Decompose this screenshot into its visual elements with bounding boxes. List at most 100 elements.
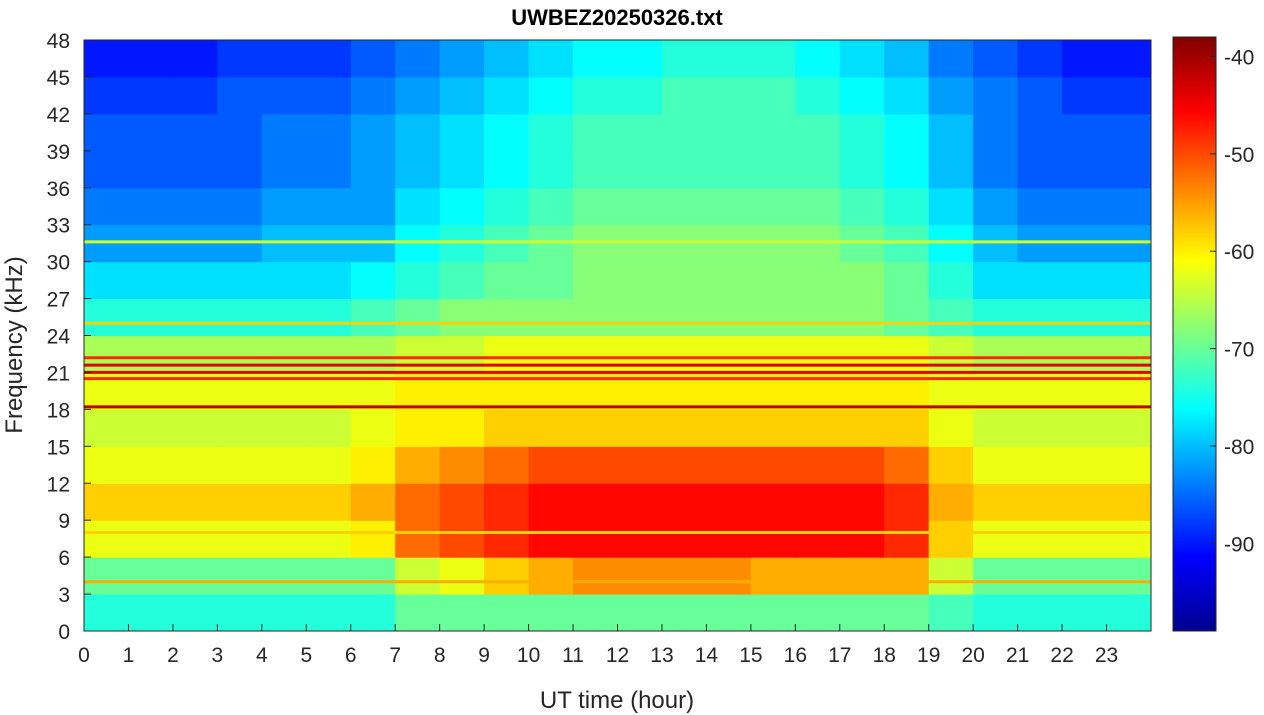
- x-tick-label: 19: [917, 644, 940, 667]
- heatmap-cell: [350, 261, 396, 300]
- heatmap-cell: [528, 520, 574, 558]
- heatmap-cell: [617, 150, 663, 189]
- heatmap-cell: [84, 40, 130, 78]
- heatmap-cell: [439, 335, 485, 373]
- heatmap-cell: [884, 557, 930, 595]
- heatmap-cell: [617, 335, 663, 373]
- heatmap-cell: [662, 483, 708, 521]
- heatmap-cell: [884, 298, 930, 337]
- heatmap-cell: [973, 520, 1019, 558]
- heatmap-cell: [1062, 150, 1108, 189]
- heatmap-cell: [350, 224, 396, 263]
- heatmap-cell: [128, 298, 174, 337]
- y-tick-label: 3: [58, 584, 70, 607]
- heatmap-cell: [706, 150, 752, 189]
- heatmap-cell: [750, 224, 796, 263]
- x-tick-label: 15: [739, 644, 762, 667]
- heatmap-cell: [1062, 76, 1108, 115]
- x-tick-label: 8: [434, 644, 446, 667]
- heatmap-cell: [839, 594, 885, 631]
- heatmap-cell: [928, 187, 974, 226]
- heatmap-cell: [306, 40, 352, 78]
- heatmap-cell: [973, 446, 1019, 484]
- heatmap-cell: [1106, 40, 1151, 78]
- heatmap-cell: [528, 298, 574, 337]
- heatmap-cell: [484, 520, 530, 558]
- heatmap-cell: [617, 298, 663, 337]
- heatmap-cell: [306, 298, 352, 337]
- heatmap-cell: [1062, 409, 1108, 447]
- heatmap-cell: [528, 446, 574, 484]
- heatmap-cell: [84, 298, 130, 337]
- heatmap-cell: [306, 224, 352, 263]
- heatmap-cell: [750, 150, 796, 189]
- heatmap-cell: [795, 187, 841, 226]
- heatmap-cell: [750, 594, 796, 631]
- heatmap-cell: [973, 483, 1019, 521]
- heatmap-cell: [1106, 557, 1151, 595]
- heatmap-cell: [395, 483, 441, 521]
- heatmap-cell: [439, 520, 485, 558]
- y-tick-label: 12: [47, 473, 70, 496]
- x-tick-label: 7: [389, 644, 401, 667]
- y-tick-label: 42: [47, 104, 70, 127]
- heatmap-cell: [172, 40, 218, 78]
- x-tick-label: 17: [828, 644, 851, 667]
- heatmap-cell: [128, 224, 174, 263]
- heatmap-cell: [706, 187, 752, 226]
- heatmap-cell: [617, 187, 663, 226]
- heatmap-cell: [261, 76, 307, 115]
- heatmap-cell: [261, 261, 307, 300]
- heatmap-cell: [1017, 520, 1063, 558]
- heatmap-cell: [306, 483, 352, 521]
- heatmap-cell: [839, 557, 885, 595]
- heatmap-cell: [306, 187, 352, 226]
- heatmap-cell: [84, 409, 130, 447]
- heatmap-cell: [750, 335, 796, 373]
- heatmap-cell: [1106, 594, 1151, 631]
- heatmap-cell: [484, 40, 530, 78]
- heatmap-cell: [662, 187, 708, 226]
- heatmap-cell: [973, 150, 1019, 189]
- heatmap-cell: [261, 409, 307, 447]
- heatmap-cell: [1017, 594, 1063, 631]
- heatmap-cell: [795, 409, 841, 447]
- heatmap-cell: [439, 40, 485, 78]
- heatmap-cell: [84, 446, 130, 484]
- heatmap-cell: [395, 150, 441, 189]
- heatmap-cell: [528, 483, 574, 521]
- heatmap-cell: [395, 594, 441, 631]
- heatmap-cell: [706, 40, 752, 78]
- heatmap-cell: [217, 557, 263, 595]
- heatmap-cell: [172, 594, 218, 631]
- heatmap-cell: [928, 261, 974, 300]
- x-tick-label: 1: [123, 644, 135, 667]
- heatmap-cell: [128, 113, 174, 152]
- heatmap-cell: [439, 594, 485, 631]
- heatmap-cell: [662, 409, 708, 447]
- heatmap-cell: [617, 446, 663, 484]
- heatmap-cell: [617, 557, 663, 595]
- colorbar: [1172, 36, 1217, 632]
- heatmap-cell: [128, 483, 174, 521]
- heatmap-cell: [884, 594, 930, 631]
- heatmap-cell: [839, 483, 885, 521]
- heatmap-cell: [884, 76, 930, 115]
- heatmap-cell: [217, 150, 263, 189]
- heatmap-cell: [306, 150, 352, 189]
- heatmap-cell: [1017, 483, 1063, 521]
- heatmap-cell: [706, 483, 752, 521]
- heatmap-cell: [928, 224, 974, 263]
- heatmap-cell: [350, 335, 396, 373]
- heatmap-cell: [884, 224, 930, 263]
- heatmap-cell: [439, 187, 485, 226]
- heatmap-cell: [795, 261, 841, 300]
- heatmap-cell: [128, 150, 174, 189]
- y-tick-label: 9: [58, 510, 70, 533]
- heatmap-cell: [128, 187, 174, 226]
- heatmap-cell: [1106, 520, 1151, 558]
- heatmap-cell: [884, 483, 930, 521]
- heatmap-cell: [839, 409, 885, 447]
- heatmap-cell: [1106, 76, 1151, 115]
- heatmap-cell: [795, 224, 841, 263]
